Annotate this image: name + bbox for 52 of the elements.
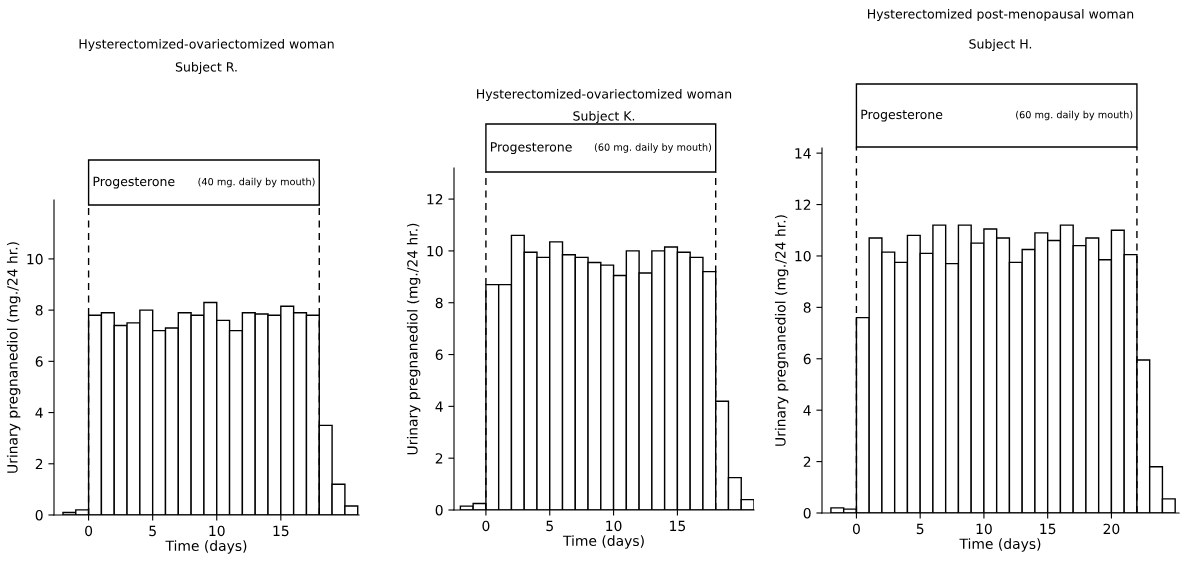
x-tick-label: 20 [1103,523,1120,535]
y-tick-label: 12 [427,194,443,205]
chart-subtitle: Subject R. [175,61,237,75]
y-axis-title: Urinary pregnanediol (mg./24 hr.) [406,223,421,455]
x-tick-label: 0 [852,523,860,535]
x-axis-title: Time (days) [165,540,247,554]
x-tick-label: 10 [209,525,225,537]
y-tick-label: 6 [435,349,443,361]
y-tick-label: 14 [795,148,811,159]
y-tick-label: 6 [35,356,43,367]
text: Progesterone [861,109,943,122]
y-tick-label: 8 [35,305,43,316]
text: (60 mg. daily by mouth) [594,143,712,153]
y-tick-label: 0 [35,509,43,521]
y-tick-label: 10 [795,250,811,262]
text: Progesterone [93,176,175,189]
y-tick-label: 8 [803,302,811,313]
y-tick-label: 8 [435,297,443,309]
y-axis-title: Urinary pregnanediol (mg./24 hr.) [6,242,21,473]
y-tick-label: 4 [435,401,443,412]
x-tick-label: 5 [149,525,156,537]
y-tick-label: 12 [795,199,811,210]
x-tick-label: 0 [85,525,93,537]
chart-title: Hysterectomized-ovariectomized woman [477,88,732,102]
x-tick-label: 15 [670,520,686,532]
y-tick-label: 4 [803,405,811,416]
text: (40 mg. daily by mouth) [198,177,315,188]
y-tick-label: 4 [35,407,43,418]
y-tick-label: 2 [435,453,443,464]
x-tick-label: 15 [1040,523,1056,535]
text: Progesterone [490,142,572,155]
chart-title: Hysterectomized-ovariectomized woman [79,38,334,52]
chart-title: Hysterectomized post-menopausal woman [868,8,1134,22]
x-tick-label: 5 [916,523,924,535]
y-tick-label: 0 [803,507,811,519]
x-tick-label: 10 [976,523,992,535]
x-tick-label: 15 [273,525,289,537]
y-tick-label: 0 [435,504,443,516]
y-tick-label: 10 [27,253,43,265]
x-axis-title: Time (days) [562,535,644,549]
y-tick-label: 2 [803,456,811,467]
x-tick-label: 10 [606,520,622,532]
x-tick-label: 5 [546,520,553,532]
y-tick-label: 2 [35,458,43,470]
chart-subtitle: Subject K. [573,110,635,124]
x-tick-label: 0 [482,520,490,532]
chart-subtitle: Subject H. [969,38,1032,52]
y-tick-label: 6 [803,353,811,365]
x-axis-title: Time (days) [959,538,1041,552]
text: (60 mg. daily by mouth) [1016,110,1133,121]
y-tick-label: 10 [427,245,443,257]
y-axis-title: Urinary pregnanediol (mg./24 hr.) [774,215,789,446]
